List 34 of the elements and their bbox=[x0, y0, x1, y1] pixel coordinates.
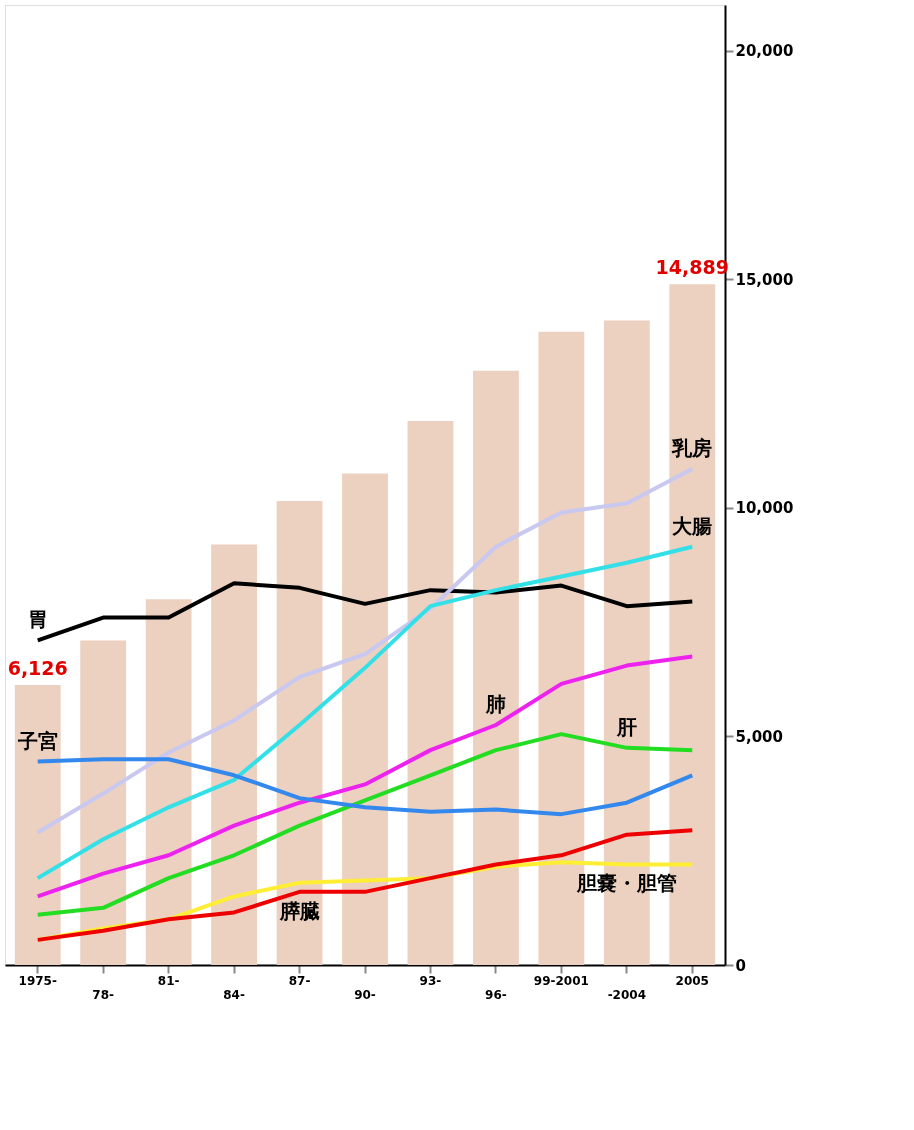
data-label: 6,126 bbox=[7, 656, 68, 679]
x-tick-label: 93- bbox=[419, 973, 442, 988]
annotation: 肝 bbox=[615, 714, 637, 739]
x-tick-label: 1975- bbox=[18, 973, 57, 988]
annotation: 子宮 bbox=[16, 728, 58, 753]
y-tick-label: 0 bbox=[735, 956, 746, 975]
y-tick-label: 15,000 bbox=[735, 270, 794, 289]
annotation: 大腸 bbox=[672, 513, 713, 538]
x-tick-label: 90- bbox=[354, 987, 376, 1002]
y-tick-label: 20,000 bbox=[735, 42, 794, 61]
y-tick-label: 5,000 bbox=[735, 727, 783, 746]
bar bbox=[211, 544, 257, 965]
annotation: 乳房 bbox=[671, 436, 713, 460]
bar bbox=[473, 370, 519, 965]
x-tick-label: -2004 bbox=[607, 987, 647, 1002]
line-series bbox=[35, 757, 695, 817]
bar bbox=[407, 421, 454, 965]
x-tick-label: 2005 bbox=[675, 973, 709, 988]
annotation: 肺 bbox=[484, 692, 506, 716]
bar bbox=[342, 473, 388, 965]
bar bbox=[80, 640, 127, 965]
x-tick-label: 81- bbox=[157, 973, 180, 988]
bar bbox=[14, 684, 61, 965]
x-tick-label: 84- bbox=[223, 987, 245, 1002]
x-tick-label: 96- bbox=[485, 987, 507, 1002]
annotation: 膵臓 bbox=[278, 898, 320, 923]
annotation: 胆嚢・胆管 bbox=[575, 871, 677, 896]
x-tick-label: 99-2001 bbox=[533, 973, 589, 988]
bar bbox=[145, 599, 192, 965]
annotation: 胃 bbox=[27, 607, 48, 632]
x-tick-label: 78- bbox=[92, 987, 115, 1002]
y-tick-label: 10,000 bbox=[735, 499, 794, 518]
line-series bbox=[35, 828, 695, 942]
x-tick-label: 87- bbox=[288, 973, 311, 988]
